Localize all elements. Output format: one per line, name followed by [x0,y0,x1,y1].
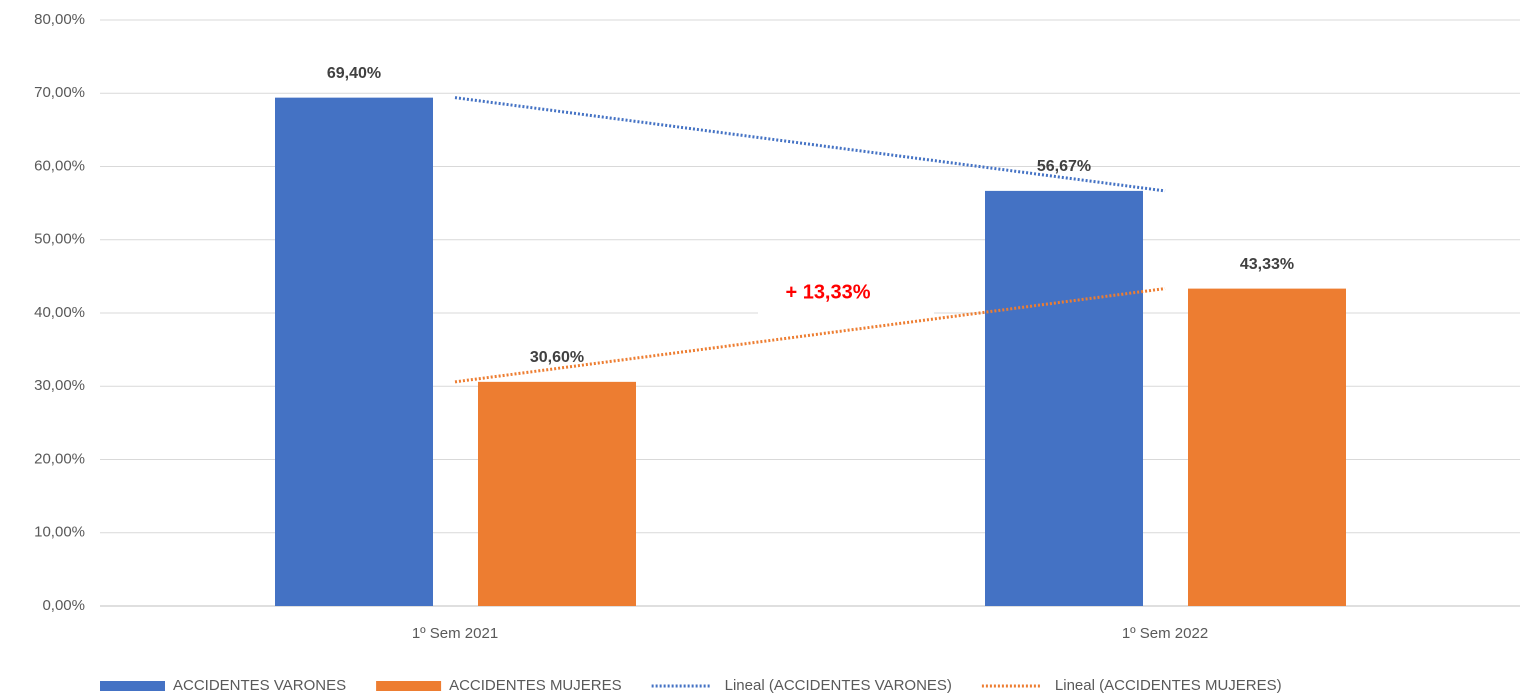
x-tick-label: 1º Sem 2022 [1122,625,1208,642]
x-tick-label: 1º Sem 2021 [412,625,498,642]
trendline [454,96,1166,193]
value-label: 43,33% [1240,256,1294,273]
legend-label: Lineal (ACCIDENTES VARONES) [725,677,952,694]
y-tick-label: 80,00% [34,11,85,28]
legend-label: Lineal (ACCIDENTES MUJERES) [1055,677,1282,694]
bar [985,190,1143,606]
y-tick-label: 70,00% [34,84,85,101]
y-tick-label: 10,00% [34,524,85,541]
y-tick-label: 30,00% [34,377,85,394]
y-tick-label: 20,00% [34,450,85,467]
value-label: 56,67% [1037,158,1091,175]
trendline [454,287,1166,384]
bar [1188,288,1346,606]
y-tick-label: 60,00% [34,157,85,174]
legend-label: ACCIDENTES VARONES [173,677,346,694]
annotation-backing [758,277,934,314]
annotation: + 13,33% [785,281,870,303]
y-tick-label: 0,00% [42,597,85,614]
legend-swatch [376,681,442,691]
bar [478,381,636,606]
y-tick-label: 50,00% [34,231,85,248]
value-label: 69,40% [327,65,381,82]
legend-label: ACCIDENTES MUJERES [449,677,622,694]
y-tick-label: 40,00% [34,304,85,321]
value-label: 30,60% [530,349,584,366]
bar [275,97,433,607]
legend-swatch [100,681,165,691]
